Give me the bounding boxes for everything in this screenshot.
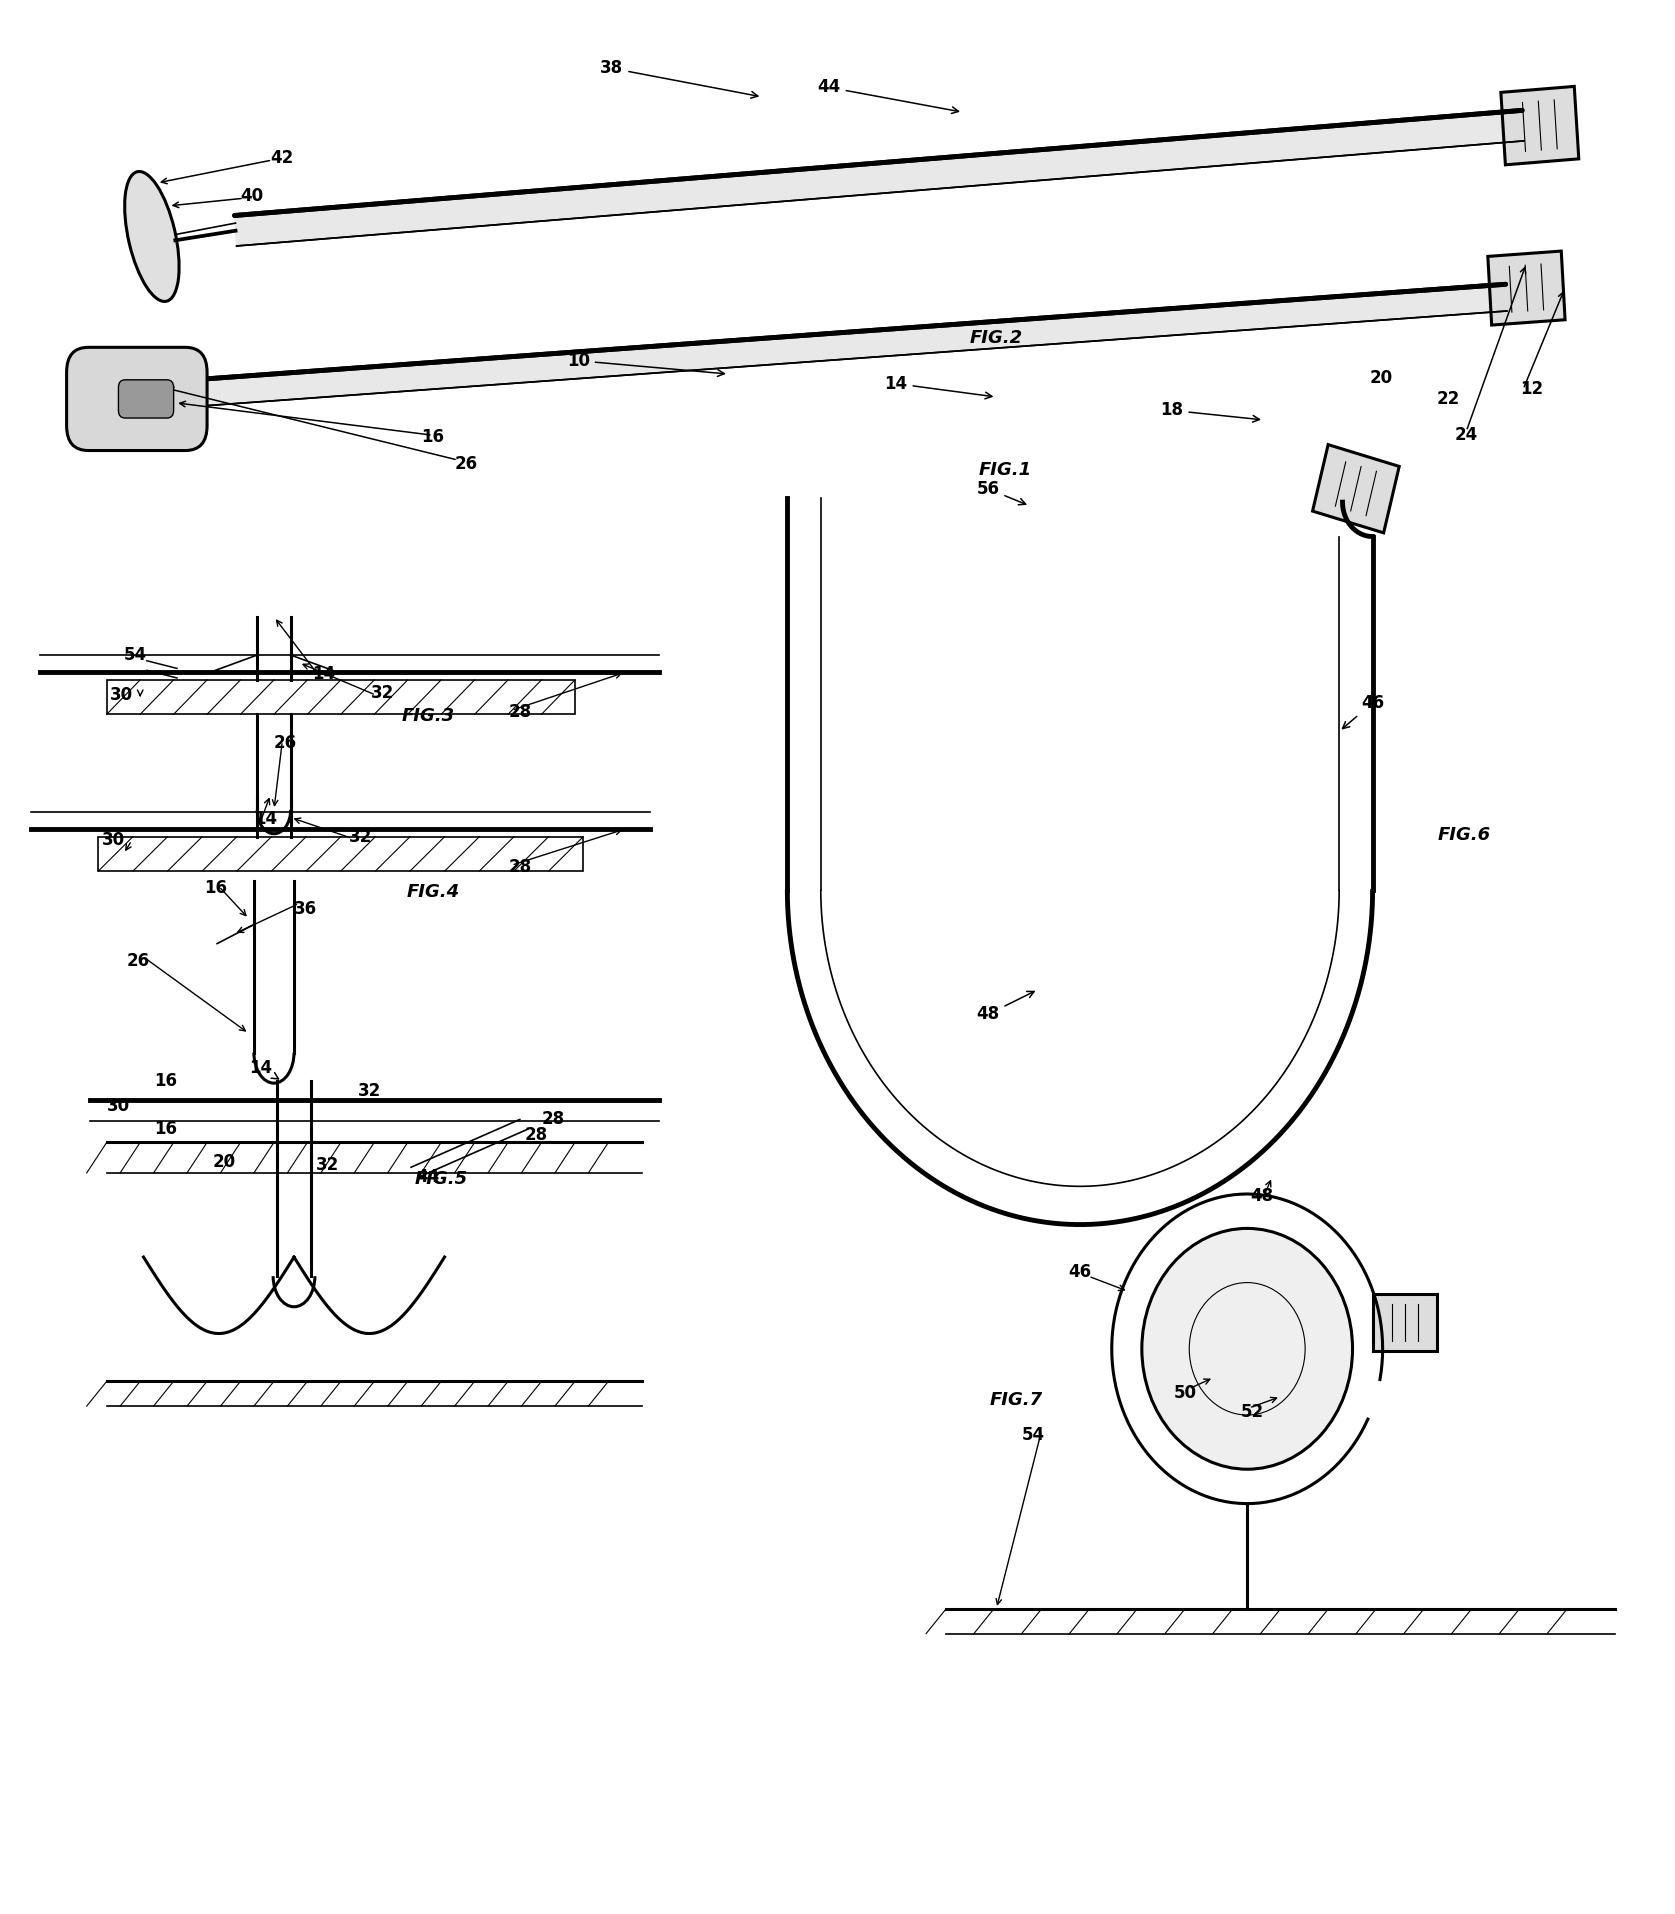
Text: 26: 26: [127, 951, 151, 970]
Text: 14: 14: [250, 1058, 278, 1079]
Text: 26: 26: [454, 456, 477, 473]
Text: 48: 48: [977, 991, 1033, 1024]
Text: 14: 14: [313, 666, 335, 683]
Text: 20: 20: [213, 1152, 236, 1171]
Text: 16: 16: [154, 1120, 178, 1139]
FancyBboxPatch shape: [1487, 251, 1564, 325]
FancyBboxPatch shape: [67, 346, 208, 450]
Bar: [99, 836, 583, 871]
Text: 26: 26: [275, 733, 296, 752]
Text: 54: 54: [1022, 1426, 1045, 1443]
Text: FIG.3: FIG.3: [402, 706, 454, 725]
Text: 24: 24: [1454, 427, 1477, 444]
Polygon shape: [235, 111, 1524, 247]
Text: 30: 30: [111, 685, 134, 704]
Text: 28: 28: [508, 702, 531, 722]
Text: 22: 22: [1435, 390, 1459, 408]
Circle shape: [1142, 1229, 1352, 1470]
Text: FIG.5: FIG.5: [415, 1169, 467, 1189]
Bar: [107, 679, 575, 714]
Text: 20: 20: [1370, 369, 1392, 387]
Text: 36: 36: [295, 900, 317, 919]
Text: FIG.1: FIG.1: [978, 461, 1032, 478]
Text: 50: 50: [1174, 1384, 1198, 1401]
FancyBboxPatch shape: [119, 379, 174, 417]
Text: FIG.4: FIG.4: [407, 882, 459, 901]
Text: 54: 54: [124, 647, 147, 664]
Text: FIG.7: FIG.7: [990, 1391, 1044, 1409]
Text: FIG.2: FIG.2: [970, 329, 1023, 346]
Text: 16: 16: [204, 879, 226, 898]
FancyBboxPatch shape: [1501, 86, 1580, 165]
Text: 44: 44: [817, 78, 958, 113]
Text: 38: 38: [600, 59, 757, 98]
Text: 32: 32: [358, 1081, 380, 1101]
Ellipse shape: [124, 172, 179, 300]
FancyBboxPatch shape: [1374, 1294, 1437, 1351]
Text: 42: 42: [271, 149, 293, 167]
Text: 32: 32: [372, 683, 394, 702]
Text: 52: 52: [1241, 1403, 1263, 1420]
Text: 14: 14: [884, 375, 992, 398]
Text: 48: 48: [1251, 1187, 1273, 1206]
Text: 44: 44: [415, 1168, 439, 1187]
Text: 14: 14: [255, 810, 276, 829]
Text: 28: 28: [524, 1125, 548, 1145]
Text: 46: 46: [1343, 693, 1384, 729]
Text: 30: 30: [107, 1097, 131, 1116]
Text: 18: 18: [1161, 402, 1260, 423]
Text: 16: 16: [422, 429, 444, 446]
Text: 16: 16: [154, 1072, 178, 1091]
Text: 32: 32: [317, 1156, 338, 1175]
Text: 32: 32: [350, 827, 372, 846]
Polygon shape: [193, 285, 1508, 406]
Text: 56: 56: [977, 480, 1025, 505]
Text: 28: 28: [508, 857, 531, 877]
Text: 40: 40: [241, 188, 263, 205]
Text: 12: 12: [1519, 381, 1543, 398]
Text: 10: 10: [566, 352, 724, 377]
FancyBboxPatch shape: [1313, 444, 1399, 532]
Text: 46: 46: [1069, 1263, 1092, 1280]
Text: 30: 30: [102, 831, 126, 850]
Text: FIG.6: FIG.6: [1439, 825, 1491, 844]
Text: 28: 28: [541, 1110, 564, 1129]
